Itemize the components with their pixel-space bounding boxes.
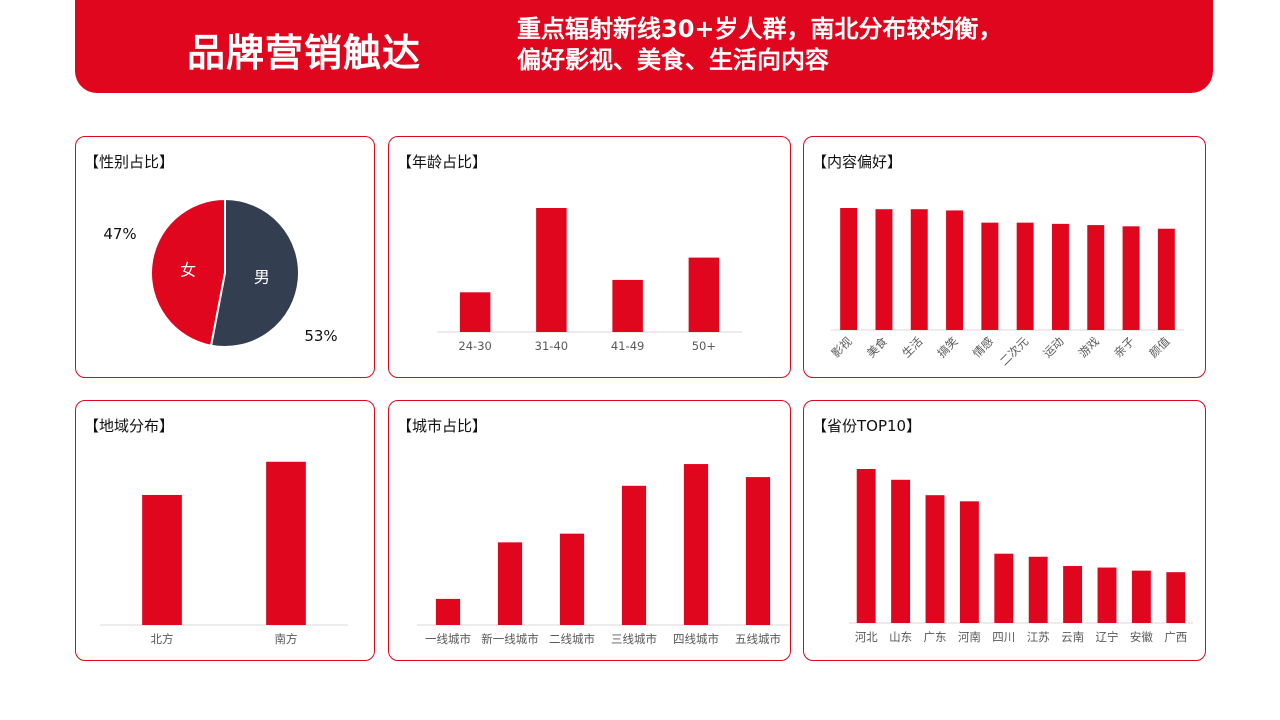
- gender-chart-panel: 【性别占比】 女 47% 男 53%: [75, 136, 375, 378]
- age-tick-label: 24-30: [458, 339, 491, 353]
- age-chart-title: 【年龄占比】: [397, 153, 488, 171]
- city-bar: [745, 477, 771, 625]
- region-bar: [266, 461, 306, 625]
- region-chart-panel: 【地域分布】 北方 南方: [75, 400, 375, 661]
- province-tick-label: 安徽: [1130, 630, 1153, 644]
- header-banner: 品牌营销触达 重点辐射新线30+岁人群，南北分布较均衡， 偏好影视、美食、生活向…: [75, 0, 1213, 93]
- content-bar: [1051, 223, 1069, 330]
- page-title: 品牌营销触达: [187, 31, 422, 75]
- content-tick-label: 生活: [899, 334, 925, 360]
- age-tick-label: 50+: [692, 339, 716, 353]
- content-bar: [1122, 226, 1140, 330]
- content-bar-chart: 影视 美食 生活 搞笑 情感 二次元 运动 游戏 亲子 颜值: [829, 208, 1184, 369]
- city-chart-title: 【城市占比】: [397, 417, 488, 435]
- gender-percent-label: 47%: [103, 225, 136, 243]
- content-bar: [1087, 225, 1105, 330]
- subtitle-line-1: 重点辐射新线30+岁人群，南北分布较均衡，: [517, 15, 1003, 43]
- region-bar: [142, 494, 182, 625]
- region-tick-label: 北方: [151, 632, 174, 646]
- province-tick-label: 广东: [924, 630, 947, 644]
- city-tick-label: 四线城市: [673, 632, 719, 646]
- city-bar: [683, 464, 709, 625]
- content-tick-label: 搞笑: [935, 334, 961, 360]
- province-bar: [959, 501, 979, 623]
- gender-chart-title: 【性别占比】: [84, 153, 175, 171]
- content-bar: [981, 222, 999, 330]
- province-chart-panel: 【省份TOP10】 河北 山东 广东 河南 四川 江苏 云南 辽宁 安徽 广西: [803, 400, 1206, 661]
- content-bar: [946, 210, 964, 330]
- city-tick-label: 五线城市: [735, 632, 781, 646]
- city-tick-label: 二线城市: [549, 632, 595, 646]
- content-tick-label: 二次元: [997, 334, 1032, 369]
- city-bar: [497, 542, 523, 625]
- gender-slice-label: 男: [254, 267, 270, 286]
- content-tick-label: 情感: [970, 334, 996, 360]
- age-tick-label: 41-49: [611, 339, 644, 353]
- city-tick-label: 三线城市: [611, 632, 657, 646]
- province-bar: [1166, 572, 1186, 623]
- province-bar: [1131, 570, 1151, 623]
- age-bar: [459, 292, 491, 332]
- province-tick-label: 广西: [1164, 630, 1187, 644]
- content-chart-panel: 【内容偏好】 影视 美食 生活 搞笑 情感 二次元 运动 游戏 亲子 颜值: [803, 136, 1206, 378]
- content-bar: [1016, 222, 1034, 330]
- province-tick-label: 辽宁: [1096, 630, 1119, 644]
- city-bar: [559, 533, 585, 625]
- content-tick-label: 美食: [864, 334, 891, 361]
- province-tick-label: 云南: [1061, 630, 1084, 644]
- city-bar: [621, 485, 647, 625]
- province-chart-title: 【省份TOP10】: [812, 417, 922, 435]
- city-tick-label: 新一线城市: [481, 632, 539, 646]
- province-bar-chart: 河北 山东 广东 河南 四川 江苏 云南 辽宁 安徽 广西: [849, 469, 1193, 644]
- province-bar: [1028, 556, 1048, 623]
- content-tick-label: 颜值: [1146, 334, 1173, 361]
- region-bar-chart: 北方 南方: [100, 461, 348, 646]
- gender-pie-chart: 女 47% 男 53%: [103, 197, 338, 348]
- province-tick-label: 山东: [889, 630, 912, 644]
- age-bar-chart: 24-30 31-40 41-49 50+: [437, 208, 742, 353]
- province-bar: [994, 553, 1014, 623]
- city-chart-panel: 【城市占比】 一线城市 新一线城市 二线城市 三线城市 四线城市 五线城市: [388, 400, 791, 661]
- province-tick-label: 四川: [992, 630, 1015, 644]
- city-bar: [435, 598, 461, 625]
- province-bar: [1097, 567, 1117, 623]
- age-chart-panel: 【年龄占比】 24-30 31-40 41-49 50+: [388, 136, 791, 378]
- content-tick-label: 运动: [1040, 334, 1066, 360]
- subtitle-line-2: 偏好影视、美食、生活向内容: [517, 46, 829, 74]
- region-chart-title: 【地域分布】: [84, 417, 175, 435]
- gender-percent-label: 53%: [304, 327, 337, 345]
- content-chart-title: 【内容偏好】: [812, 153, 903, 171]
- region-tick-label: 南方: [275, 632, 298, 646]
- page-subtitle: 重点辐射新线30+岁人群，南北分布较均衡， 偏好影视、美食、生活向内容: [517, 14, 1157, 76]
- province-tick-label: 江苏: [1027, 630, 1050, 644]
- province-bar: [856, 469, 876, 623]
- content-tick-label: 影视: [829, 334, 856, 361]
- age-bar: [612, 279, 643, 332]
- province-bar: [925, 495, 945, 623]
- content-bar: [840, 208, 858, 330]
- content-bar: [910, 209, 928, 330]
- city-tick-label: 一线城市: [425, 632, 471, 646]
- province-tick-label: 河南: [958, 630, 981, 644]
- city-bar-chart: 一线城市 新一线城市 二线城市 三线城市 四线城市 五线城市: [417, 464, 789, 646]
- content-bar: [875, 209, 893, 330]
- age-bar: [536, 208, 567, 332]
- gender-pie-slice: [150, 197, 226, 347]
- content-bar: [1157, 228, 1175, 330]
- content-tick-label: 游戏: [1076, 334, 1103, 361]
- content-tick-label: 亲子: [1111, 334, 1137, 360]
- gender-slice-label: 女: [180, 261, 196, 280]
- province-bar: [891, 479, 911, 623]
- age-tick-label: 31-40: [535, 339, 568, 353]
- gender-pie-slice: [209, 197, 300, 348]
- province-tick-label: 河北: [855, 630, 878, 644]
- province-bar: [1063, 566, 1083, 623]
- age-bar: [688, 257, 720, 332]
